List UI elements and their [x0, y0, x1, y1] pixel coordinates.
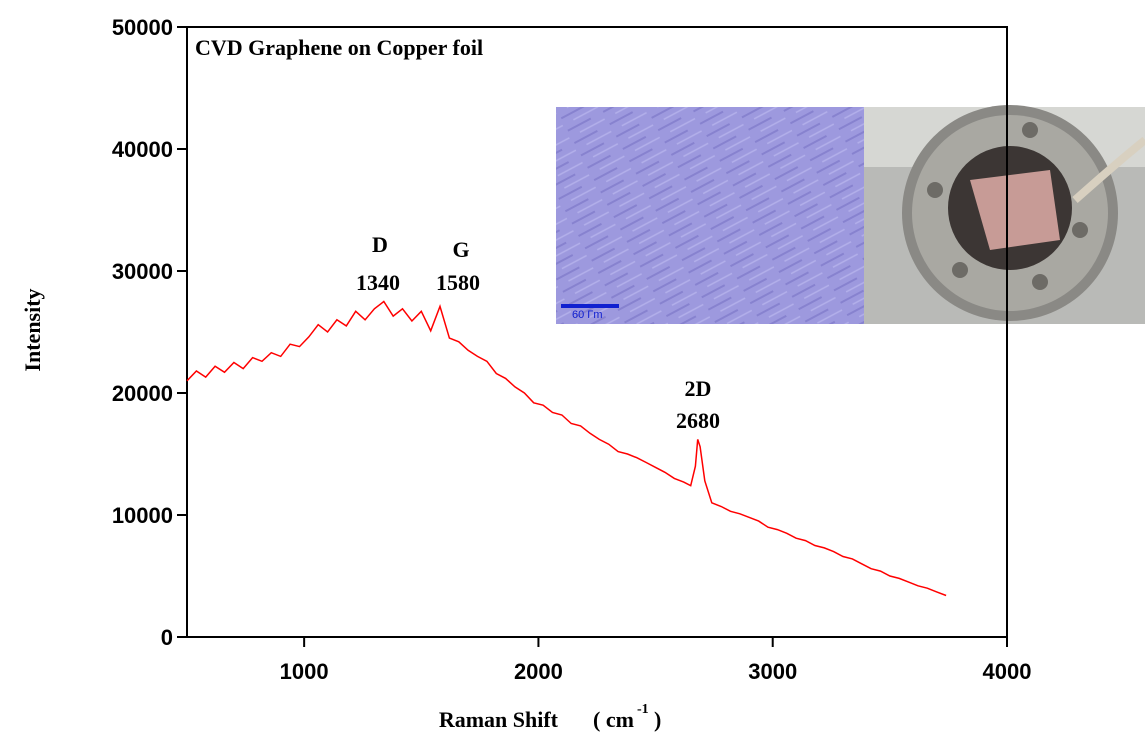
- y-tick-label: 20000: [112, 381, 173, 406]
- x-axis-label: Raman Shift: [439, 707, 559, 732]
- inset-photo: [864, 105, 1145, 324]
- y-tick-label: 0: [161, 625, 173, 650]
- y-tick-label: 50000: [112, 15, 173, 40]
- inset-micrograph: 60 Γm: [556, 107, 864, 324]
- annotation: 1340: [356, 270, 400, 295]
- y-axis-label: Intensity: [20, 288, 45, 371]
- annotation: 2680: [676, 408, 720, 433]
- x-tick-label: 4000: [983, 659, 1032, 684]
- annotation: G: [452, 237, 469, 262]
- x-axis-unit-close: ): [654, 707, 661, 732]
- y-tick-label: 30000: [112, 259, 173, 284]
- x-tick-label: 3000: [748, 659, 797, 684]
- plot-frame: [186, 26, 1008, 638]
- series-line: [186, 300, 947, 597]
- scale-label: 60 Γm: [572, 309, 603, 321]
- x-axis-unit: ( cm: [593, 707, 634, 732]
- y-tick-label: 10000: [112, 503, 173, 528]
- annotation: 2D: [685, 376, 712, 401]
- annotation: D: [372, 232, 388, 257]
- annotation: 1580: [436, 270, 480, 295]
- chart-title: CVD Graphene on Copper foil: [195, 35, 483, 60]
- x-axis-unit-sup: -1: [637, 702, 649, 717]
- y-tick-label: 40000: [112, 137, 173, 162]
- x-tick-label: 2000: [514, 659, 563, 684]
- x-tick-label: 1000: [280, 659, 329, 684]
